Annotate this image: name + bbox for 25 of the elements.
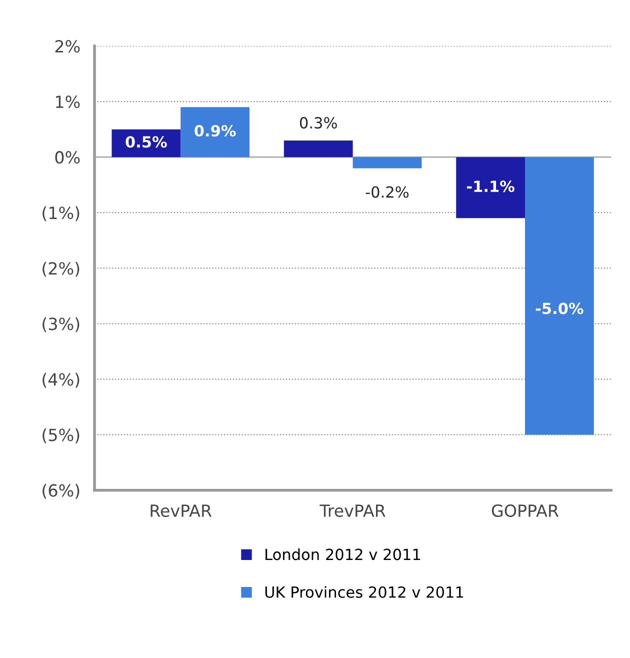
- y-tick-label: (6%): [42, 484, 80, 499]
- y-tick-label: 2%: [55, 40, 80, 53]
- bar: [352, 157, 422, 168]
- x-tick-label: GOPPAR: [492, 504, 559, 517]
- y-tick-label: (2%): [42, 262, 80, 277]
- x-tick-label: TrevPAR: [320, 504, 386, 517]
- bar: [525, 157, 594, 435]
- bar: [456, 157, 525, 218]
- data-label: 0.5%: [126, 136, 167, 148]
- y-tick-label: (5%): [42, 428, 80, 444]
- bar: [284, 140, 353, 158]
- legend-label: UK Provinces 2012 v 2011: [265, 586, 464, 598]
- data-label: -1.1%: [467, 180, 514, 192]
- y-tick-label: 1%: [56, 96, 80, 108]
- x-tick-label: RevPAR: [150, 504, 212, 517]
- y-tick-label: 0%: [55, 151, 80, 164]
- data-label: 0.3%: [300, 117, 337, 129]
- y-tick-label: (4%): [42, 372, 80, 388]
- data-label: -5.0%: [536, 302, 584, 314]
- data-label: 0.9%: [194, 124, 236, 137]
- bar: [180, 107, 250, 158]
- y-tick-label: (1%): [42, 206, 80, 222]
- data-label: -0.2%: [366, 186, 409, 198]
- y-tick-label: (3%): [42, 317, 80, 332]
- legend-label: London 2012 v 2011: [266, 548, 420, 560]
